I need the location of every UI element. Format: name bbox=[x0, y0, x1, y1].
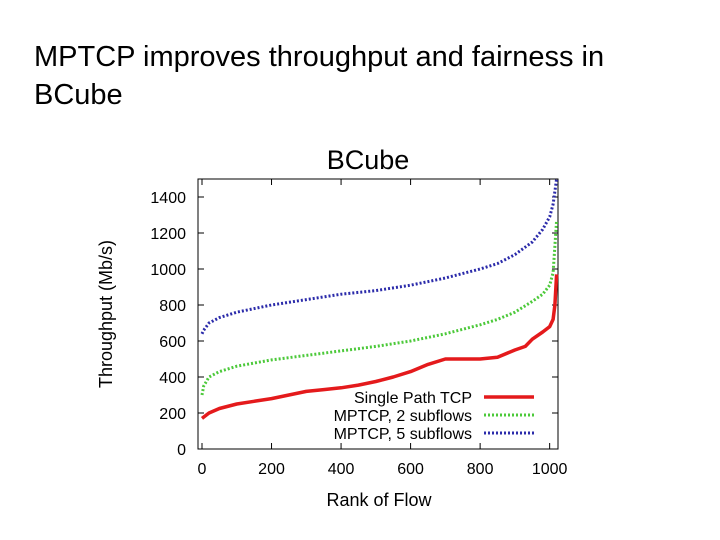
slide-title: MPTCP improves throughput and fairness i… bbox=[34, 41, 605, 111]
y-tick-label: 1200 bbox=[150, 226, 186, 243]
axis-ticks: 0 200 400 600 800 1000 0 200 400 600 800 1000 1200 14… bbox=[150, 179, 568, 478]
x-tick-label: 400 bbox=[328, 461, 355, 478]
x-tick-label: 0 bbox=[198, 461, 207, 478]
y-tick-label: 400 bbox=[159, 370, 186, 387]
x-tick-label: 200 bbox=[258, 461, 285, 478]
series-lines bbox=[200, 178, 559, 420]
x-tick-label: 800 bbox=[467, 461, 494, 478]
legend-label: Single Path TCP bbox=[354, 390, 472, 407]
chart-title: BCube bbox=[326, 145, 410, 175]
y-axis-label: Throughput (Mb/s) bbox=[96, 240, 116, 388]
y-tick-label: 200 bbox=[159, 406, 186, 423]
y-tick-label: 0 bbox=[177, 442, 186, 459]
y-tick-label: 800 bbox=[159, 298, 186, 315]
x-axis-label: Rank of Flow bbox=[326, 490, 432, 510]
y-tick-label: 600 bbox=[159, 334, 186, 351]
x-tick-label: 1000 bbox=[532, 461, 568, 478]
series-line-mptcp-2-subflows bbox=[200, 220, 559, 396]
plot-frame bbox=[197, 178, 559, 450]
x-tick-label: 600 bbox=[397, 461, 424, 478]
y-tick-label: 1000 bbox=[150, 262, 186, 279]
legend-label: MPTCP, 2 subflows bbox=[334, 408, 472, 425]
series-line-single-path-tcp bbox=[200, 274, 559, 420]
y-tick-label: 1400 bbox=[150, 190, 186, 207]
legend-label: MPTCP, 5 subflows bbox=[334, 426, 472, 443]
series-line-mptcp-5-subflows bbox=[200, 178, 559, 335]
